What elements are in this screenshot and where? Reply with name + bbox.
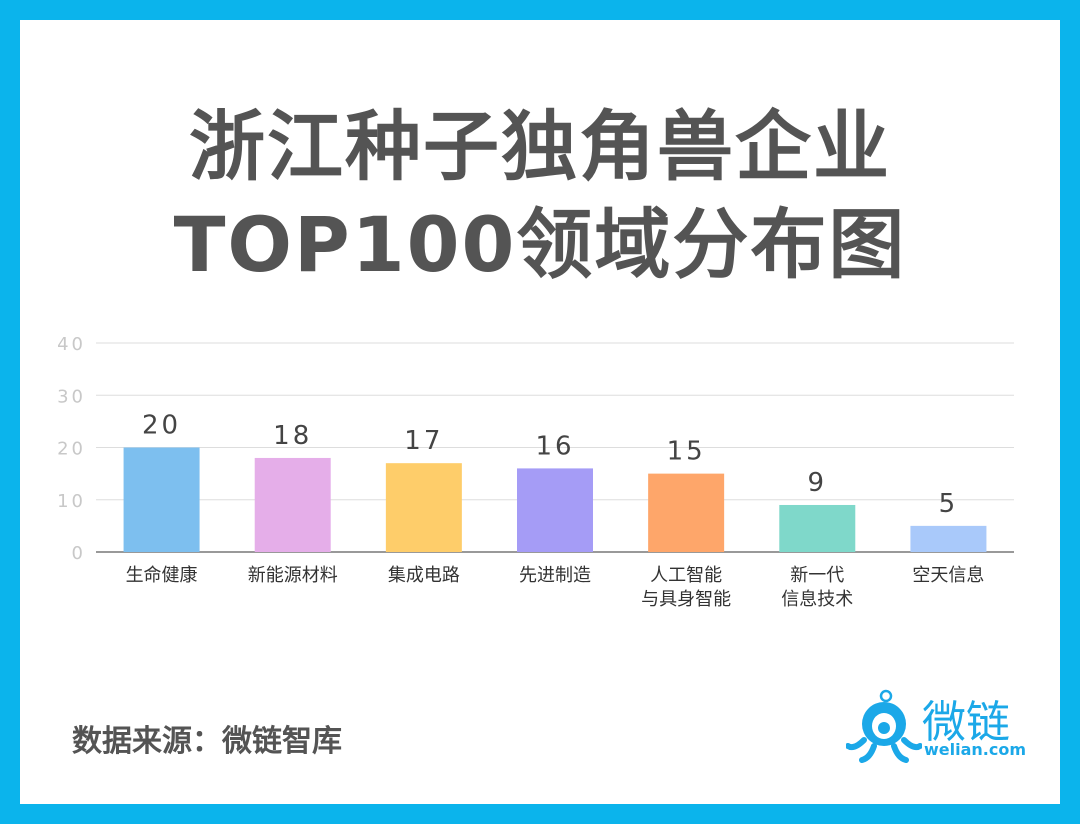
x-tick-label: 空天信息 — [912, 565, 984, 586]
bar-value-label: 16 — [535, 431, 574, 461]
bar — [517, 468, 593, 552]
bar-value-label: 5 — [939, 489, 959, 519]
bar — [123, 447, 200, 552]
x-tick-label: 生命健康 — [126, 565, 198, 586]
bar — [648, 473, 725, 552]
bar-value-label: 20 — [142, 411, 181, 441]
chart-card: 浙江种子独角兽企业 TOP100领域分布图 0 10 20 30 40 20 生命健康 18… — [20, 20, 1060, 804]
bar — [779, 504, 856, 552]
octopus-mascot-icon — [846, 689, 922, 763]
x-tick-label: 与具身智能 — [641, 589, 731, 610]
x-tick-label: 人工智能 — [650, 565, 722, 586]
bar-chart: 0 10 20 30 40 20 生命健康 18 新能源材料 17 集成电路 16 先进制造 15 人工智… — [57, 334, 1014, 610]
y-tick-label: 40 — [57, 334, 86, 355]
logo-url: welian.com — [924, 740, 1027, 759]
title-line-2: TOP100领域分布图 — [173, 200, 907, 289]
bar-value-label: 9 — [808, 468, 828, 498]
bar — [254, 457, 331, 552]
bar — [910, 525, 987, 552]
x-tick-label: 集成电路 — [388, 565, 460, 586]
y-tick-label: 30 — [57, 386, 86, 407]
x-tick-label: 新一代 — [790, 565, 844, 586]
x-tick-label: 先进制造 — [519, 565, 591, 586]
y-tick-label: 20 — [57, 439, 86, 460]
bar — [385, 463, 462, 552]
bar-value-label: 15 — [667, 437, 706, 467]
bar-value-label: 17 — [404, 426, 443, 456]
logo-name: 微链 — [922, 697, 1010, 748]
title-line-1: 浙江种子独角兽企业 — [189, 102, 891, 191]
y-tick-label: 10 — [57, 491, 86, 512]
data-source: 数据来源：微链智库 — [72, 724, 342, 759]
x-tick-label: 新能源材料 — [248, 565, 338, 586]
page-title: 浙江种子独角兽企业 TOP100领域分布图 — [20, 98, 1060, 294]
bar-value-label: 18 — [273, 421, 312, 451]
x-tick-label: 信息技术 — [781, 589, 853, 610]
y-tick-label: 0 — [72, 543, 86, 564]
welian-logo: 微链 welian.com — [846, 682, 1026, 772]
